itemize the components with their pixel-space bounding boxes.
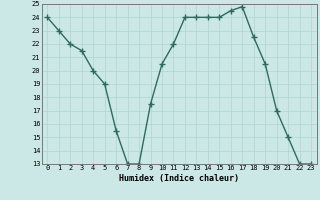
X-axis label: Humidex (Indice chaleur): Humidex (Indice chaleur): [119, 174, 239, 183]
